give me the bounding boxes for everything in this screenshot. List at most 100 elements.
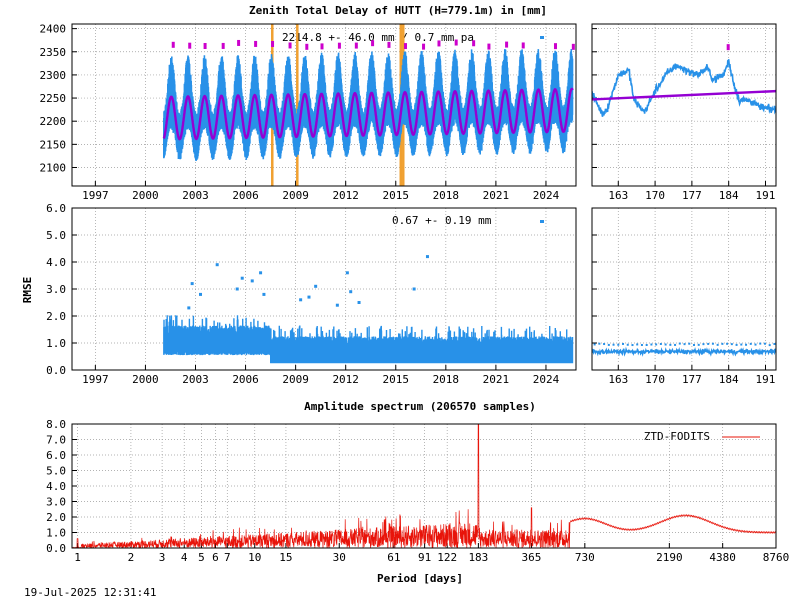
ztd-zoom-panel-frame — [591, 23, 777, 187]
spectrum-panel-xtick-label: 183 — [468, 551, 488, 564]
ztd-outlier-point — [320, 43, 324, 50]
ztd-outlier-point — [354, 42, 358, 49]
spectrum-xlabel: Period [days] — [377, 572, 463, 585]
ztd-outlier-point — [437, 40, 441, 47]
rmse-panel-xtick-label: 2015 — [383, 373, 410, 386]
rmse-panel-plot — [163, 255, 574, 364]
rmse-ylabel: RMSE — [21, 277, 34, 304]
rmse-panel-ytick-label: 1.0 — [46, 337, 66, 350]
spectrum-panel-ytick-label: 0.0 — [46, 542, 66, 555]
ztd-panel-ytick-label: 2300 — [40, 69, 67, 82]
rmse-zoom-point — [754, 343, 757, 346]
rmse-panel-xtick-label: 2021 — [483, 373, 510, 386]
ztd-outlier-point — [288, 42, 292, 49]
ztd-panel-xtick-label: 2006 — [232, 189, 259, 202]
rmse-outlier-point — [250, 279, 254, 283]
ztd-zoom-trend-line — [592, 89, 776, 101]
ztd-panel-xtick-label: 2015 — [383, 189, 410, 202]
rmse-zoom-point — [598, 342, 601, 345]
ztd-outlier-point — [505, 41, 509, 48]
rmse-zoom-point — [768, 344, 771, 347]
rmse-zoom-observations — [592, 346, 776, 357]
rmse-zoom-point — [645, 343, 648, 346]
ztd-outlier-point — [571, 43, 575, 50]
spectrum-panel-xtick-label: 365 — [522, 551, 542, 564]
spectrum-panel-xtick-label: 2 — [128, 551, 135, 564]
ztd-zoom-outlier-point — [726, 44, 730, 51]
ztd-legend-marker — [540, 36, 544, 39]
rmse-zoom-panel-xtick-label: 191 — [756, 373, 776, 386]
ztd-outlier-point — [553, 43, 557, 50]
ztd-panel-xtick-label: 2018 — [433, 189, 460, 202]
ztd-panel-ytick-label: 2200 — [40, 115, 67, 128]
spectrum-panel-ytick-label: 3.0 — [46, 496, 66, 509]
spectrum-panel-xtick-label: 1 — [74, 551, 81, 564]
ztd-outlier-point — [403, 43, 407, 50]
ztd-outlier-point — [371, 40, 375, 47]
ztd-outlier-point — [203, 43, 207, 50]
rmse-panel-xtick-label: 2018 — [433, 373, 460, 386]
rmse-zoom-panel-frame — [591, 207, 777, 371]
rmse-panel-xtick-label: 2006 — [232, 373, 259, 386]
ztd-panel-ytick-label: 2100 — [40, 161, 67, 174]
ztd-outlier-point — [305, 43, 309, 50]
ztd-panel-ytick-label: 2250 — [40, 92, 67, 105]
ztd-panel-xtick-label: 2003 — [182, 189, 209, 202]
rmse-zoom-point — [664, 343, 667, 346]
ztd-panel-xtick-label: 2024 — [533, 189, 560, 202]
rmse-outlier-point — [187, 306, 191, 310]
ztd-outlier-point — [521, 42, 525, 49]
rmse-zoom-point — [692, 343, 695, 346]
ztd-panel-xtick-label: 2000 — [132, 189, 159, 202]
ztd-zoom-panel-xtick-label: 163 — [608, 189, 628, 202]
spectrum-panel-xtick-label: 2190 — [656, 551, 683, 564]
spectrum-panel-xtick-label: 730 — [575, 551, 595, 564]
rmse-zoom-point — [683, 343, 686, 346]
spectrum-panel-ytick-label: 6.0 — [46, 449, 66, 462]
spectrum-panel-xtick-label: 5 — [198, 551, 205, 564]
ztd-zoom-panel-plot — [592, 44, 776, 117]
spectrum-panel-ytick-label: 4.0 — [46, 480, 66, 493]
rmse-observations — [163, 315, 574, 364]
rmse-zoom-point — [669, 343, 672, 346]
ztd-panel-plot — [162, 24, 575, 186]
rmse-panel: 0.0 1.0 2.0 3.0 4.0 5.0 6.0 1997 2000 2003 2006 200… — [46, 202, 576, 386]
ztd-outlier-point — [487, 43, 491, 50]
rmse-outlier-point — [259, 271, 263, 275]
ztd-zoom-panel-xtick-label: 191 — [756, 189, 776, 202]
rmse-zoom-point — [607, 343, 610, 346]
ztd-panel-xtick-label: 2009 — [282, 189, 309, 202]
rmse-zoom-point — [659, 342, 662, 345]
rmse-zoom-panel-xtick-label: 163 — [608, 373, 628, 386]
rmse-zoom-point — [593, 343, 596, 346]
rmse-panel-xtick-label: 1997 — [82, 373, 109, 386]
rmse-panel-ytick-label: 6.0 — [46, 202, 66, 215]
spectrum-panel-ytick-label: 7.0 — [46, 434, 66, 447]
rmse-outlier-point — [335, 303, 339, 307]
ztd-outlier-point — [422, 43, 426, 50]
rmse-panel-frame — [71, 207, 577, 371]
rmse-zoom-point — [640, 343, 643, 346]
spectrum-panel-xtick-label: 7 — [224, 551, 231, 564]
rmse-zoom-point — [636, 343, 639, 346]
ztd-title: Zenith Total Delay of HUTT (H=779.1m) in… — [249, 4, 547, 17]
rmse-outlier-point — [235, 287, 239, 291]
rmse-zoom-point — [726, 342, 729, 345]
rmse-panel-xtick-label: 2009 — [282, 373, 309, 386]
spectrum-panel-ytick-label: 5.0 — [46, 465, 66, 478]
rmse-zoom-point — [678, 342, 681, 345]
rmse-zoom-point — [749, 342, 752, 345]
rmse-panel-xtick-label: 2000 — [132, 373, 159, 386]
spectrum-panel-xtick-label: 30 — [333, 551, 346, 564]
ztd-annotation: 2214.8 +- 46.0 mm / 0.7 mm pa — [282, 31, 474, 44]
rmse-zoom-point — [735, 343, 738, 346]
ztd-outlier-point — [188, 42, 192, 49]
spectrum-panel-xtick-label: 3 — [159, 551, 166, 564]
spectrum-panel-plot — [72, 424, 776, 548]
ztd-panel-ytick-label: 2350 — [40, 46, 67, 59]
rmse-zoom-point — [650, 343, 653, 346]
rmse-zoom-point — [697, 343, 700, 346]
rmse-zoom-point — [688, 342, 691, 345]
ztd-outlier-point — [454, 39, 458, 46]
rmse-zoom-point — [711, 342, 714, 345]
